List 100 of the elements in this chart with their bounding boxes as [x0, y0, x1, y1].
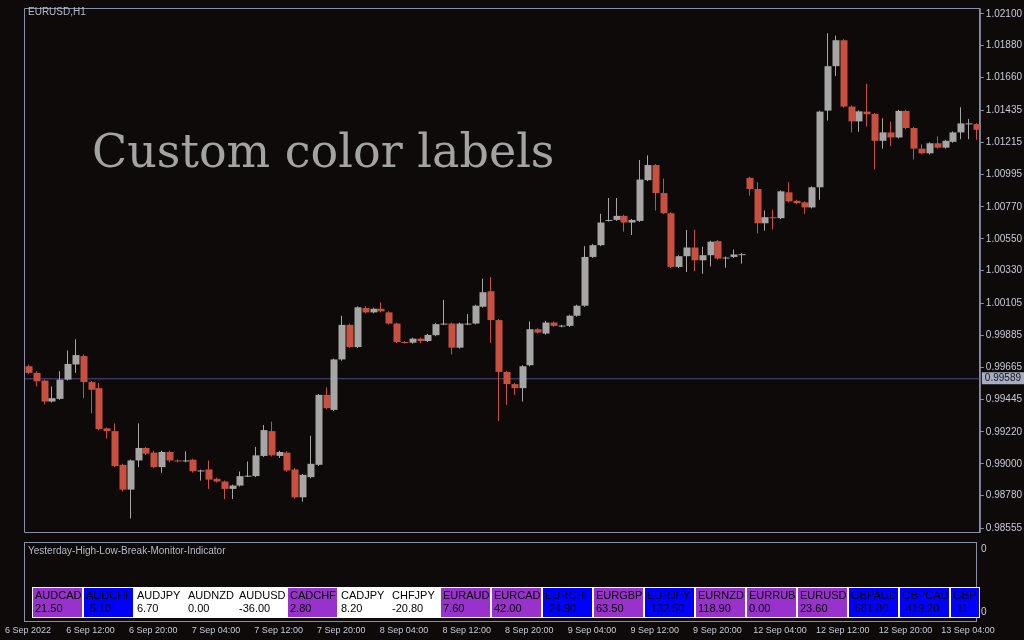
y-tick-label: 1.00105: [985, 297, 1023, 309]
x-tick-label: 12 Sep 04:00: [753, 624, 807, 635]
text: 0: [981, 543, 987, 554]
candlestick: [41, 379, 49, 405]
text: -419.20: [902, 602, 940, 614]
text: 0: [981, 606, 987, 617]
category-label: EURGBP: [596, 589, 643, 602]
category-label: GBP: [953, 589, 979, 602]
text: 63.50: [596, 602, 624, 614]
candlestick: [808, 185, 816, 209]
x-tick-label: 7 Sep 20:00: [317, 624, 366, 635]
x-tick-label: 6 Sep 20:00: [129, 624, 178, 635]
candlestick: [769, 209, 777, 230]
y-tick-label: 1.02100: [985, 7, 1023, 19]
text: -681.80: [851, 602, 889, 614]
text: 8.20: [341, 602, 363, 614]
category-label: EURAUD: [443, 589, 490, 602]
x-tick-label: 8 Sep 20:00: [505, 624, 554, 635]
category-label: AUDUSD: [239, 589, 286, 602]
x-tick-label: 8 Sep 04:00: [379, 624, 429, 635]
y-tick-label: 1.01660: [985, 71, 1023, 83]
candlestick: [761, 209, 769, 232]
category-label: GBPAUD: [851, 589, 898, 602]
candlestick: [848, 105, 856, 133]
y-tick-label: 0.99000: [985, 457, 1023, 469]
text: 21.50: [35, 602, 63, 614]
y-tick-label: 1.00330: [985, 264, 1023, 276]
y-tick-label: 1.00770: [985, 200, 1023, 212]
candlestick: [221, 479, 229, 500]
text: Yesterday-High-Low-Break-Monitor-Indicator: [28, 545, 226, 556]
candlestick: [182, 450, 190, 463]
candlestick: [644, 154, 652, 182]
text: -132.50: [647, 602, 685, 614]
ref-line-label: 0.99589: [984, 372, 1022, 384]
y-tick-label: 0.98555: [985, 522, 1023, 534]
candlestick: [691, 229, 699, 272]
candlestick: [503, 370, 511, 406]
candlestick: [613, 197, 621, 222]
text: 2.80: [290, 602, 312, 614]
text: -24.90: [545, 602, 577, 614]
chart-title: EURUSD,H1: [28, 6, 86, 17]
category-label: AUDCHF: [86, 589, 133, 602]
y-tick-label: 1.01880: [985, 39, 1023, 51]
y-tick-label: 0.99885: [985, 329, 1023, 341]
y-tick-label: 1.00995: [985, 167, 1023, 179]
text: 0.00: [188, 602, 210, 614]
candlestick: [902, 109, 910, 130]
candlestick: [660, 178, 668, 215]
annotation: Custom color labels: [92, 124, 555, 178]
x-tick-label: 13 Sep 04:00: [941, 624, 995, 635]
candlestick: [714, 239, 722, 261]
text: -11: [953, 602, 969, 614]
category-label: EURJPY: [647, 589, 694, 602]
y-tick-label: 0.99220: [985, 425, 1023, 437]
y-tick-label: 1.01215: [985, 136, 1023, 148]
candlestick: [746, 176, 754, 197]
candlestick: [707, 240, 715, 267]
y-tick-label: 0.99445: [985, 392, 1023, 404]
text: 118.90: [698, 602, 731, 614]
x-tick-label: 12 Sep 12:00: [815, 624, 870, 635]
candlestick: [346, 323, 354, 349]
category-label: AUDJPY: [137, 589, 184, 602]
category-label: CADCHF: [290, 589, 337, 602]
text: -5.10: [86, 602, 112, 614]
candlestick: [855, 109, 863, 133]
candlestick: [785, 181, 793, 203]
x-tick-label: 12 Sep 20:00: [878, 624, 933, 635]
candlestick: [135, 422, 143, 468]
category-label: GBPCAD: [902, 589, 949, 602]
candlestick: [64, 349, 72, 382]
candlestick: [323, 386, 331, 410]
x-tick-label: 7 Sep 12:00: [254, 624, 303, 635]
candlestick: [393, 322, 401, 344]
candlestick: [72, 338, 80, 374]
candlestick: [158, 450, 166, 474]
category-label: EURCAD: [494, 589, 541, 602]
candlestick: [910, 126, 918, 160]
category-label: AUDNZD: [188, 589, 235, 602]
x-tick-label: 9 Sep 04:00: [567, 624, 617, 635]
candlestick: [519, 364, 527, 403]
x-tick-label: 7 Sep 04:00: [191, 624, 241, 635]
candlestick: [699, 246, 707, 275]
text: -20.80: [392, 602, 424, 614]
candlestick: [879, 117, 887, 150]
text: 6.70: [137, 602, 159, 614]
x-tick-label: 6 Sep 12:00: [66, 624, 115, 635]
category-label: CADJPY: [341, 589, 388, 602]
category-label: EURCHF: [545, 589, 592, 602]
category-label: EURNZD: [698, 589, 745, 602]
candlestick: [597, 213, 605, 247]
text: 7.60: [443, 602, 465, 614]
text: -36.00: [239, 602, 271, 614]
candlestick: [605, 197, 613, 223]
x-tick-label: 9 Sep 12:00: [630, 624, 679, 635]
candlestick: [683, 229, 691, 273]
text: 42.00: [494, 602, 522, 614]
y-tick-label: 0.99665: [985, 361, 1023, 372]
candlestick: [887, 121, 895, 147]
y-tick-label: 1.01435: [985, 104, 1023, 116]
category-label: EURUSD: [800, 589, 847, 602]
